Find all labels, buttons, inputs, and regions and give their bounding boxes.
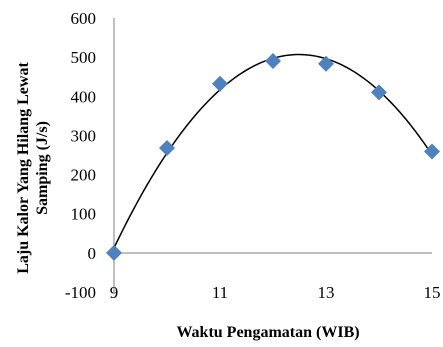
y-tick-label: 400 — [71, 87, 97, 106]
data-point — [159, 139, 175, 156]
y-tick-label: 100 — [71, 205, 97, 224]
y-tick-label: -100 — [65, 283, 96, 302]
data-point — [265, 53, 281, 70]
data-point — [371, 84, 387, 101]
y-axis-ticks: -100 0 100 200 300 400 500 600 — [65, 9, 96, 302]
y-tick-label: 500 — [71, 48, 97, 67]
trendline — [113, 53, 433, 249]
data-point — [106, 244, 122, 261]
y-tick-label: 0 — [88, 244, 97, 263]
y-tick-label: 300 — [71, 126, 97, 145]
y-tick-label: 600 — [71, 9, 97, 28]
data-point — [424, 143, 440, 160]
trendline-curve — [113, 53, 433, 249]
y-tick-label: 200 — [71, 166, 97, 185]
x-axis-title: Waktu Pengamatan (WIB) — [176, 324, 359, 341]
x-tick-label: 13 — [318, 283, 335, 302]
y-axis-title: Laju Kalor Yang Hilang Lewat Samping (J/… — [15, 62, 51, 274]
x-tick-label: 11 — [212, 283, 228, 302]
x-axis-ticks: 9 11 13 15 — [110, 283, 441, 302]
y-axis-title-line-2: Samping (J/s) — [34, 121, 51, 215]
x-tick-label: 15 — [424, 283, 441, 302]
data-points — [106, 53, 440, 261]
data-point — [318, 55, 334, 72]
y-axis-title-line-1: Laju Kalor Yang Hilang Lewat — [15, 62, 32, 274]
data-point — [212, 75, 228, 92]
x-tick-label: 9 — [110, 283, 119, 302]
